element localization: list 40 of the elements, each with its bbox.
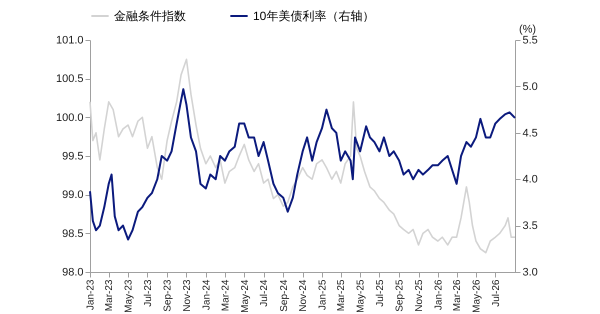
y-tick-label: 100.5 [56, 73, 84, 86]
x-tick-label: Sep-24 [278, 279, 290, 312]
x-tick-label: Mar-23 [104, 279, 116, 312]
x-tick-label: Jan-24 [201, 279, 212, 310]
line-series [89, 88, 516, 241]
y-tick-label: 98.5 [62, 228, 84, 240]
x-tick-label: Mar-26 [452, 279, 464, 312]
x-tick-label: Mar-25 [336, 279, 348, 312]
x-tick-label: Jul-23 [142, 279, 154, 307]
x-tick-label: Jan-23 [86, 279, 96, 310]
y2-tick-label: 4.0 [522, 174, 538, 186]
x-tick-label: Jul-24 [259, 279, 270, 307]
x-tick-label: May-23 [124, 279, 135, 313]
y2-axis-title: (%) [518, 24, 536, 36]
x-tick-label: Nov-25 [414, 279, 426, 312]
x-tick-label: Sep-23 [162, 279, 174, 312]
x-tick-label: Jan-25 [318, 279, 329, 310]
line-series [89, 58, 516, 254]
y-tick-label: 101.0 [56, 34, 84, 46]
y-tick-label: 99.0 [62, 189, 84, 202]
x-tick-label: Mar-24 [220, 279, 232, 312]
y2-tick-label: 3.0 [522, 266, 538, 278]
x-tick-label: Jul-25 [374, 279, 386, 307]
x-tick-label: May-25 [356, 279, 367, 313]
x-tick-label: Sep-25 [394, 279, 406, 312]
y2-tick-label: 5.5 [522, 34, 538, 46]
legend-label: 金融条件指数 [114, 9, 186, 23]
x-tick-label: Jan-26 [433, 279, 444, 310]
x-tick-label: Nov-24 [298, 279, 310, 312]
y-tick-label: 98.0 [62, 266, 84, 278]
y-tick-label: 100.0 [56, 112, 84, 124]
x-tick-label: May-26 [471, 279, 482, 313]
y-tick-label: 99.5 [62, 150, 84, 162]
legend-label: 10年美债利率（右轴） [253, 9, 374, 23]
x-tick-label: May-24 [240, 279, 251, 313]
y2-tick-label: 5.0 [522, 80, 538, 93]
x-tick-label: Nov-23 [182, 279, 193, 312]
y2-tick-label: 4.5 [522, 127, 538, 140]
y2-tick-label: 3.5 [522, 220, 538, 232]
x-tick-label: Jul-26 [490, 279, 502, 307]
